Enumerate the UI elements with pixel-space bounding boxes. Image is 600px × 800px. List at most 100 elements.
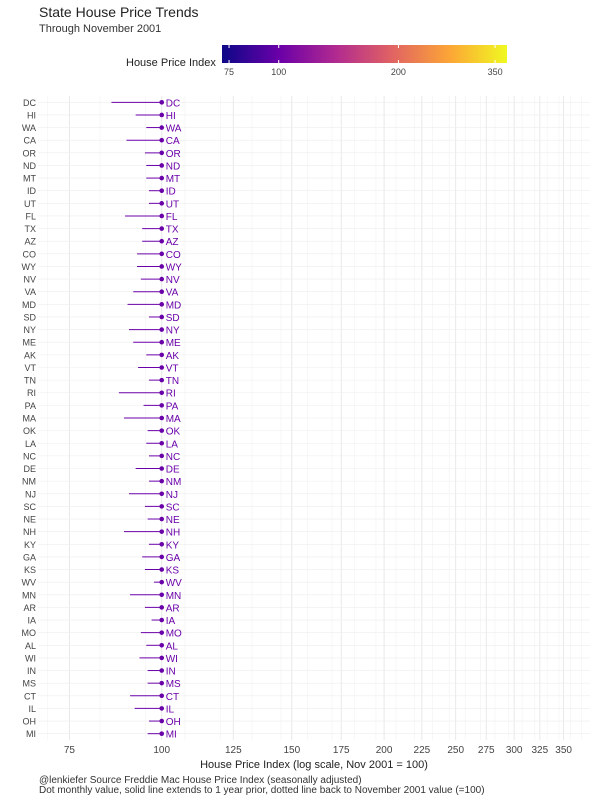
data-point [159, 504, 165, 509]
state-row: FL FL [25, 211, 177, 223]
x-tick-label: 325 [531, 745, 548, 756]
point-label: TX [166, 225, 179, 236]
data-point [159, 466, 165, 471]
y-tick-label: MO [22, 628, 37, 638]
data-point [159, 440, 165, 446]
state-row: CO CO [23, 249, 181, 261]
data-point [159, 403, 165, 408]
state-row: ID ID [27, 186, 176, 198]
state-row: WV WV [22, 578, 183, 590]
state-row: AZ AZ [24, 237, 178, 249]
point-label: UT [166, 199, 179, 210]
y-tick-label: OK [23, 426, 36, 436]
y-tick-label: NY [23, 325, 36, 335]
state-row: NH NH [23, 527, 180, 539]
point-label: NE [166, 515, 180, 526]
y-tick-label: KY [24, 540, 36, 550]
point-label: WA [166, 124, 182, 135]
x-tick-label: 150 [283, 745, 300, 756]
point-label: ME [166, 338, 181, 349]
data-point [159, 213, 165, 219]
state-row: LA LA [25, 439, 178, 451]
state-row: UT UT [24, 199, 179, 211]
point-label: IN [166, 667, 176, 678]
point-label: SD [166, 313, 180, 324]
state-row: VA VA [25, 287, 179, 299]
chart-title: State House Price Trends [39, 4, 199, 20]
legend-tick-label: 100 [271, 67, 286, 77]
footer-source: @lenkiefer Source Freddie Mac House Pric… [39, 775, 362, 786]
y-tick-label: ME [23, 338, 37, 348]
data-point [159, 352, 165, 358]
data-point [159, 175, 165, 181]
data-point [159, 137, 165, 143]
y-tick-label: OR [23, 148, 37, 158]
x-tick-label: 200 [376, 745, 393, 756]
point-label: NJ [166, 490, 178, 501]
state-row: NY NY [23, 325, 179, 337]
x-axis-label: House Price Index (log scale, Nov 2001 =… [200, 759, 428, 771]
legend-tick-label: 75 [224, 67, 234, 77]
y-tick-label: MD [22, 300, 36, 310]
point-label: FL [166, 212, 178, 223]
y-tick-label: MI [26, 729, 36, 739]
data-point [159, 529, 165, 534]
y-tick-label: FL [25, 211, 36, 221]
point-label: MD [166, 300, 182, 311]
y-tick-label: NM [22, 477, 36, 487]
point-label: IL [166, 704, 175, 715]
x-axis: 75 100 125 150 175 200 225 250 275 300 325 350 [64, 745, 573, 756]
y-tick-label: NE [23, 515, 36, 525]
x-tick-label: 275 [478, 745, 495, 756]
y-tick-label: IA [27, 616, 36, 626]
data-point [159, 339, 165, 345]
y-tick-label: KS [24, 565, 36, 575]
point-label: AZ [166, 237, 179, 248]
state-row: AL AL [25, 641, 178, 653]
point-label: KY [166, 540, 180, 551]
state-row: IL IL [28, 704, 174, 716]
state-row: ME ME [23, 338, 182, 350]
data-point [159, 314, 165, 320]
state-row: WY WY [22, 262, 183, 274]
point-label: AL [166, 641, 179, 652]
y-tick-label: MT [23, 174, 36, 184]
y-tick-label: CA [23, 136, 36, 146]
x-tick-label: 125 [225, 745, 242, 756]
y-tick-label: MA [23, 414, 37, 424]
state-row: GA GA [23, 552, 181, 564]
point-label: AK [166, 351, 180, 362]
point-label: MO [166, 629, 182, 640]
state-row: MA MA [23, 414, 182, 426]
data-point [159, 731, 165, 736]
y-tick-label: AZ [24, 237, 36, 247]
x-tick-label: 175 [333, 745, 350, 756]
state-row: MI MI [26, 729, 177, 741]
y-tick-label: WA [22, 123, 36, 133]
state-row: MT MT [23, 174, 180, 186]
point-label: MS [166, 679, 181, 690]
point-label: HI [166, 111, 176, 122]
state-row: IN IN [27, 666, 176, 678]
point-label: VT [166, 363, 179, 374]
y-tick-label: WV [22, 578, 37, 588]
data-point [159, 390, 165, 396]
state-row: SD SD [23, 312, 179, 324]
data-point [159, 655, 165, 661]
state-row: ND ND [23, 161, 180, 173]
data-point [159, 251, 165, 257]
point-label: GA [166, 553, 181, 564]
state-row: OR OR [23, 148, 181, 160]
data-point [159, 150, 165, 156]
y-tick-label: HI [27, 110, 36, 120]
point-label: LA [166, 439, 179, 450]
data-point [159, 188, 165, 194]
y-tick-label: OH [23, 717, 37, 727]
state-row: NE NE [23, 515, 179, 527]
data-point [159, 302, 165, 307]
x-tick-label: 250 [447, 745, 464, 756]
data-point [159, 163, 165, 168]
state-row: TX TX [24, 224, 178, 236]
y-tick-label: VA [25, 287, 36, 297]
y-tick-label: NH [23, 527, 36, 537]
